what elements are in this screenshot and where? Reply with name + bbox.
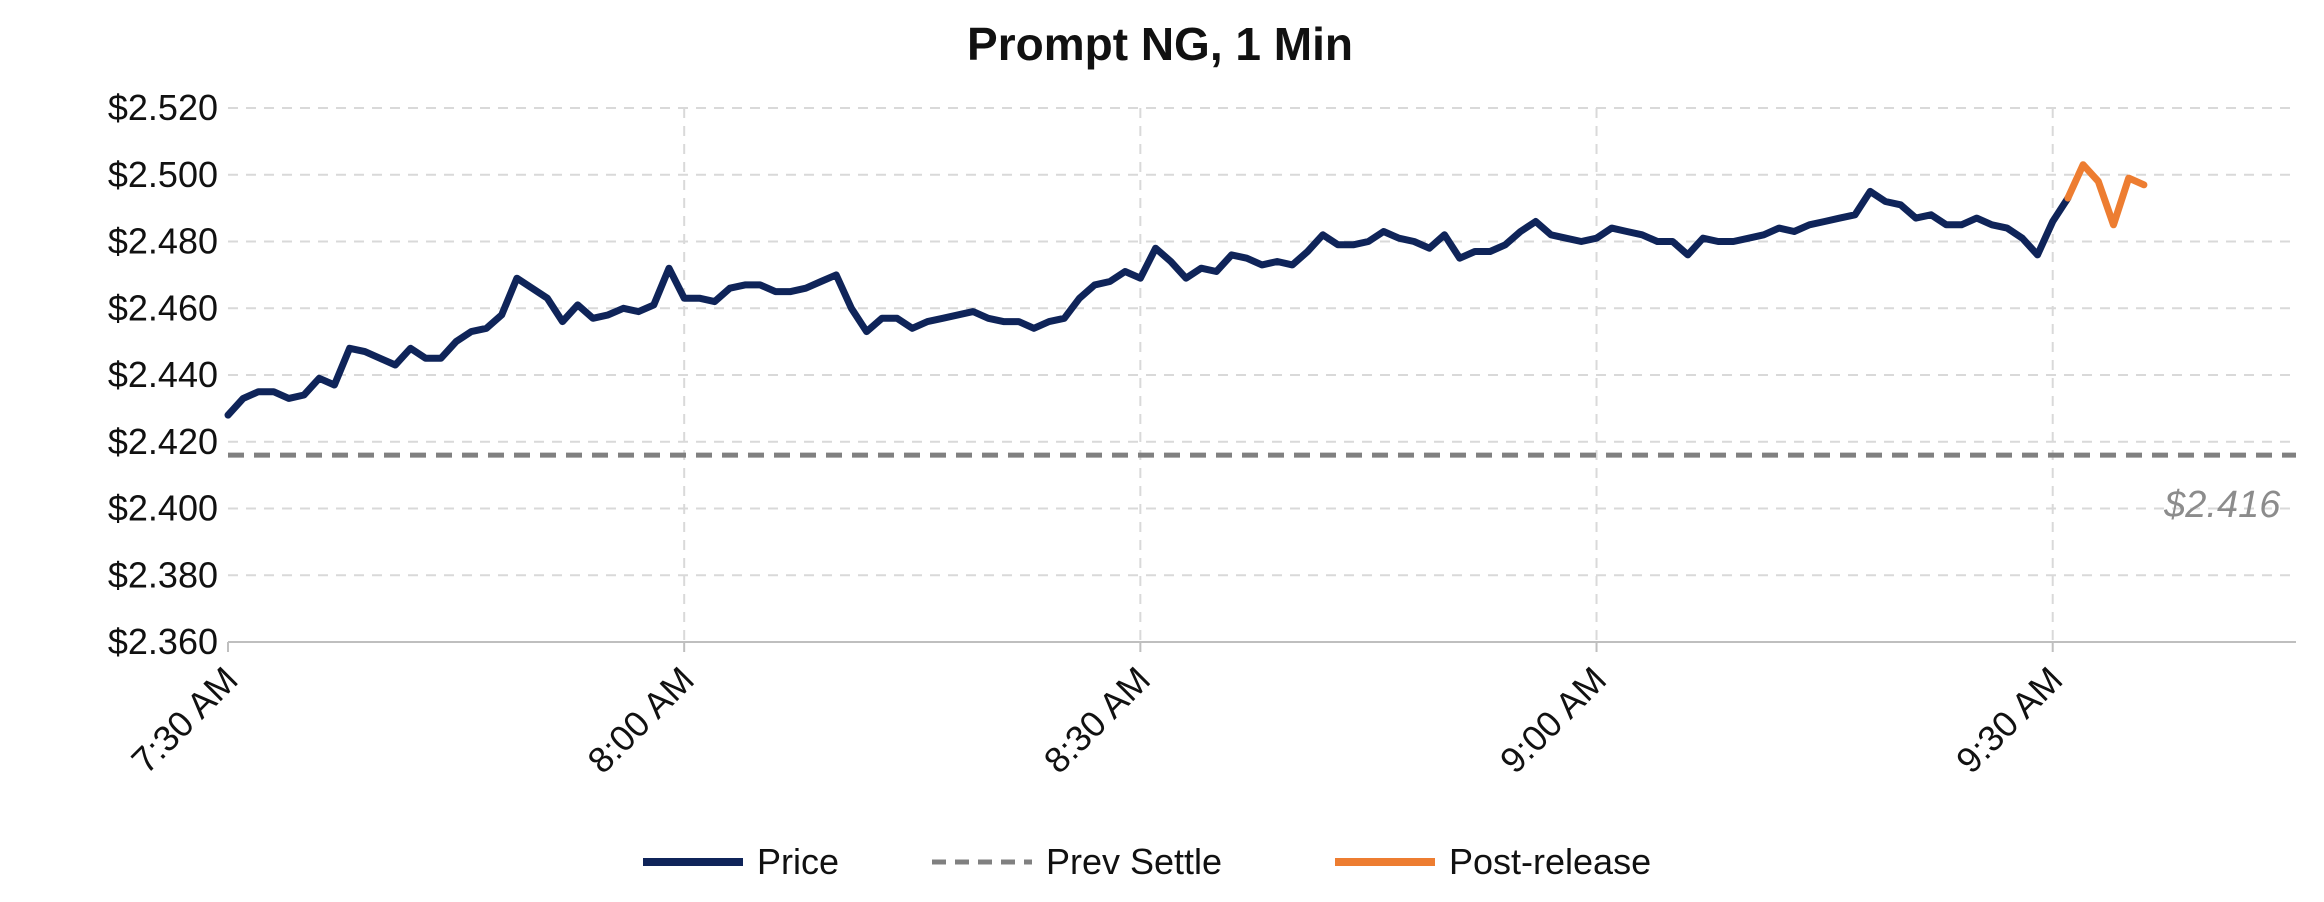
axes: [227, 641, 2296, 652]
x-tick-label: 9:30 AM: [1948, 659, 2070, 781]
x-tick-label: 8:00 AM: [579, 659, 701, 781]
y-tick-label: $2.380: [108, 554, 218, 595]
x-tick-label: 7:30 AM: [123, 659, 245, 781]
y-tick-label: $2.500: [108, 154, 218, 195]
y-tick-label: $2.400: [108, 488, 218, 529]
y-tick-label: $2.360: [108, 621, 218, 662]
x-tick-label: 9:00 AM: [1492, 659, 1614, 781]
y-tick-label: $2.520: [108, 87, 218, 128]
y-tick-label: $2.480: [108, 221, 218, 262]
prev-settle-value-label: $2.416: [2163, 484, 2281, 526]
x-axis-ticks: 7:30 AM 8:00 AM 8:30 AM 9:00 AM 9:30 AM: [123, 659, 2070, 781]
x-tick-label: 8:30 AM: [1036, 659, 1158, 781]
annotations: $2.416: [2163, 484, 2281, 526]
series-post-release-line: [2064, 161, 2148, 229]
y-tick-label: $2.440: [108, 354, 218, 395]
chart-title: Prompt NG, 1 Min: [967, 18, 1353, 70]
y-axis-ticks: $2.360 $2.380 $2.400 $2.420 $2.440 $2.460 $2.4…: [108, 87, 218, 662]
y-tick-label: $2.420: [108, 421, 218, 462]
legend-label-post-release: Post-release: [1449, 841, 1651, 882]
series-price-line: [224, 187, 2072, 419]
grid: [228, 107, 2296, 642]
legend-label-price: Price: [757, 841, 839, 882]
legend-label-prev-settle: Prev Settle: [1046, 841, 1222, 882]
legend: Price Prev Settle Post-release: [643, 841, 1651, 882]
series-group: [224, 161, 2296, 458]
y-tick-label: $2.460: [108, 287, 218, 328]
